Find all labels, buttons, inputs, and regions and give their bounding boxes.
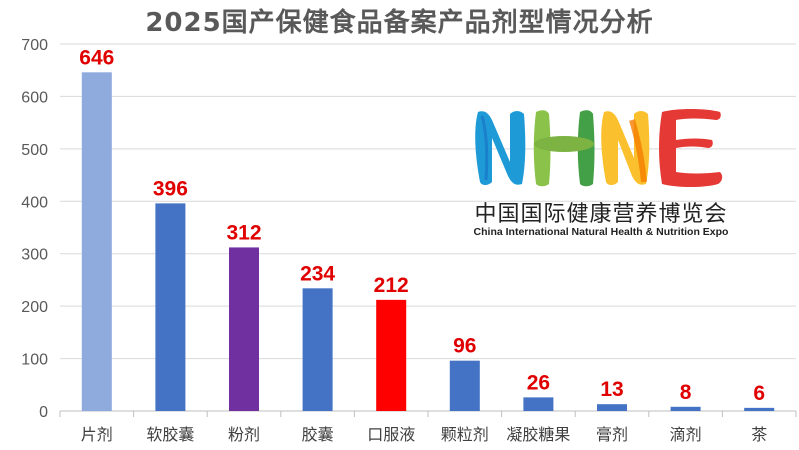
data-label: 396 (153, 177, 188, 200)
x-tick-label: 凝胶糖果 (506, 425, 570, 444)
y-tick-label: 100 (21, 352, 48, 369)
logo-chinese-name: 中国国际健康营养博览会 (474, 202, 728, 227)
y-tick-label: 600 (21, 89, 48, 106)
x-tick-label: 口服液 (367, 425, 415, 444)
data-label: 8 (680, 381, 692, 404)
bar-10 (744, 407, 775, 411)
bar-4 (302, 288, 333, 411)
bar-9 (670, 406, 701, 411)
chart-title: 2025国产保健食品备案产品剂型情况分析 (145, 8, 654, 38)
bars (81, 72, 775, 411)
data-label: 6 (753, 382, 765, 405)
y-tick-label: 700 (21, 37, 48, 54)
axes (59, 410, 797, 417)
bar-6 (449, 360, 480, 411)
bar-5 (376, 299, 407, 411)
bar-8 (597, 404, 627, 411)
data-label: 13 (600, 378, 623, 401)
data-labels: 646 396 312 234 212 96 26 13 8 6 (79, 46, 765, 405)
y-tick-label: 500 (21, 142, 48, 159)
x-tick-labels: 片剂 软胶囊 粉剂 胶囊 口服液 颗粒剂 凝胶糖果 膏剂 滴剂 茶 (81, 425, 767, 444)
y-tick-label: 300 (21, 247, 48, 264)
bar-2 (155, 203, 186, 411)
bar-7 (523, 397, 554, 411)
x-tick-label: 滴剂 (670, 425, 702, 444)
bar-1 (81, 72, 112, 411)
logo-english-name: China International Natural Health & Nut… (473, 226, 729, 238)
x-tick-label: 片剂 (81, 425, 113, 444)
y-tick-label: 200 (21, 299, 48, 316)
nhne-logo-mark (475, 109, 723, 187)
nhne-logo: 中国国际健康营养博览会 China International Natural … (466, 100, 736, 250)
data-label: 312 (226, 221, 261, 244)
data-label: 212 (374, 274, 409, 297)
y-tick-label: 400 (21, 194, 48, 211)
data-label: 234 (300, 262, 335, 285)
data-label: 96 (453, 335, 476, 358)
x-tick-label: 颗粒剂 (441, 425, 489, 444)
y-tick-labels: 0 100 200 300 400 500 600 700 (21, 37, 48, 421)
x-tick-label: 粉剂 (228, 425, 260, 444)
data-label: 26 (527, 371, 550, 394)
bar-3 (229, 247, 259, 411)
x-tick-label: 软胶囊 (146, 425, 194, 444)
y-tick-label: 0 (39, 404, 48, 421)
x-tick-label: 膏剂 (596, 425, 628, 444)
x-tick-label: 胶囊 (302, 425, 334, 444)
data-label: 646 (79, 46, 114, 69)
x-tick-label: 茶 (751, 425, 767, 444)
